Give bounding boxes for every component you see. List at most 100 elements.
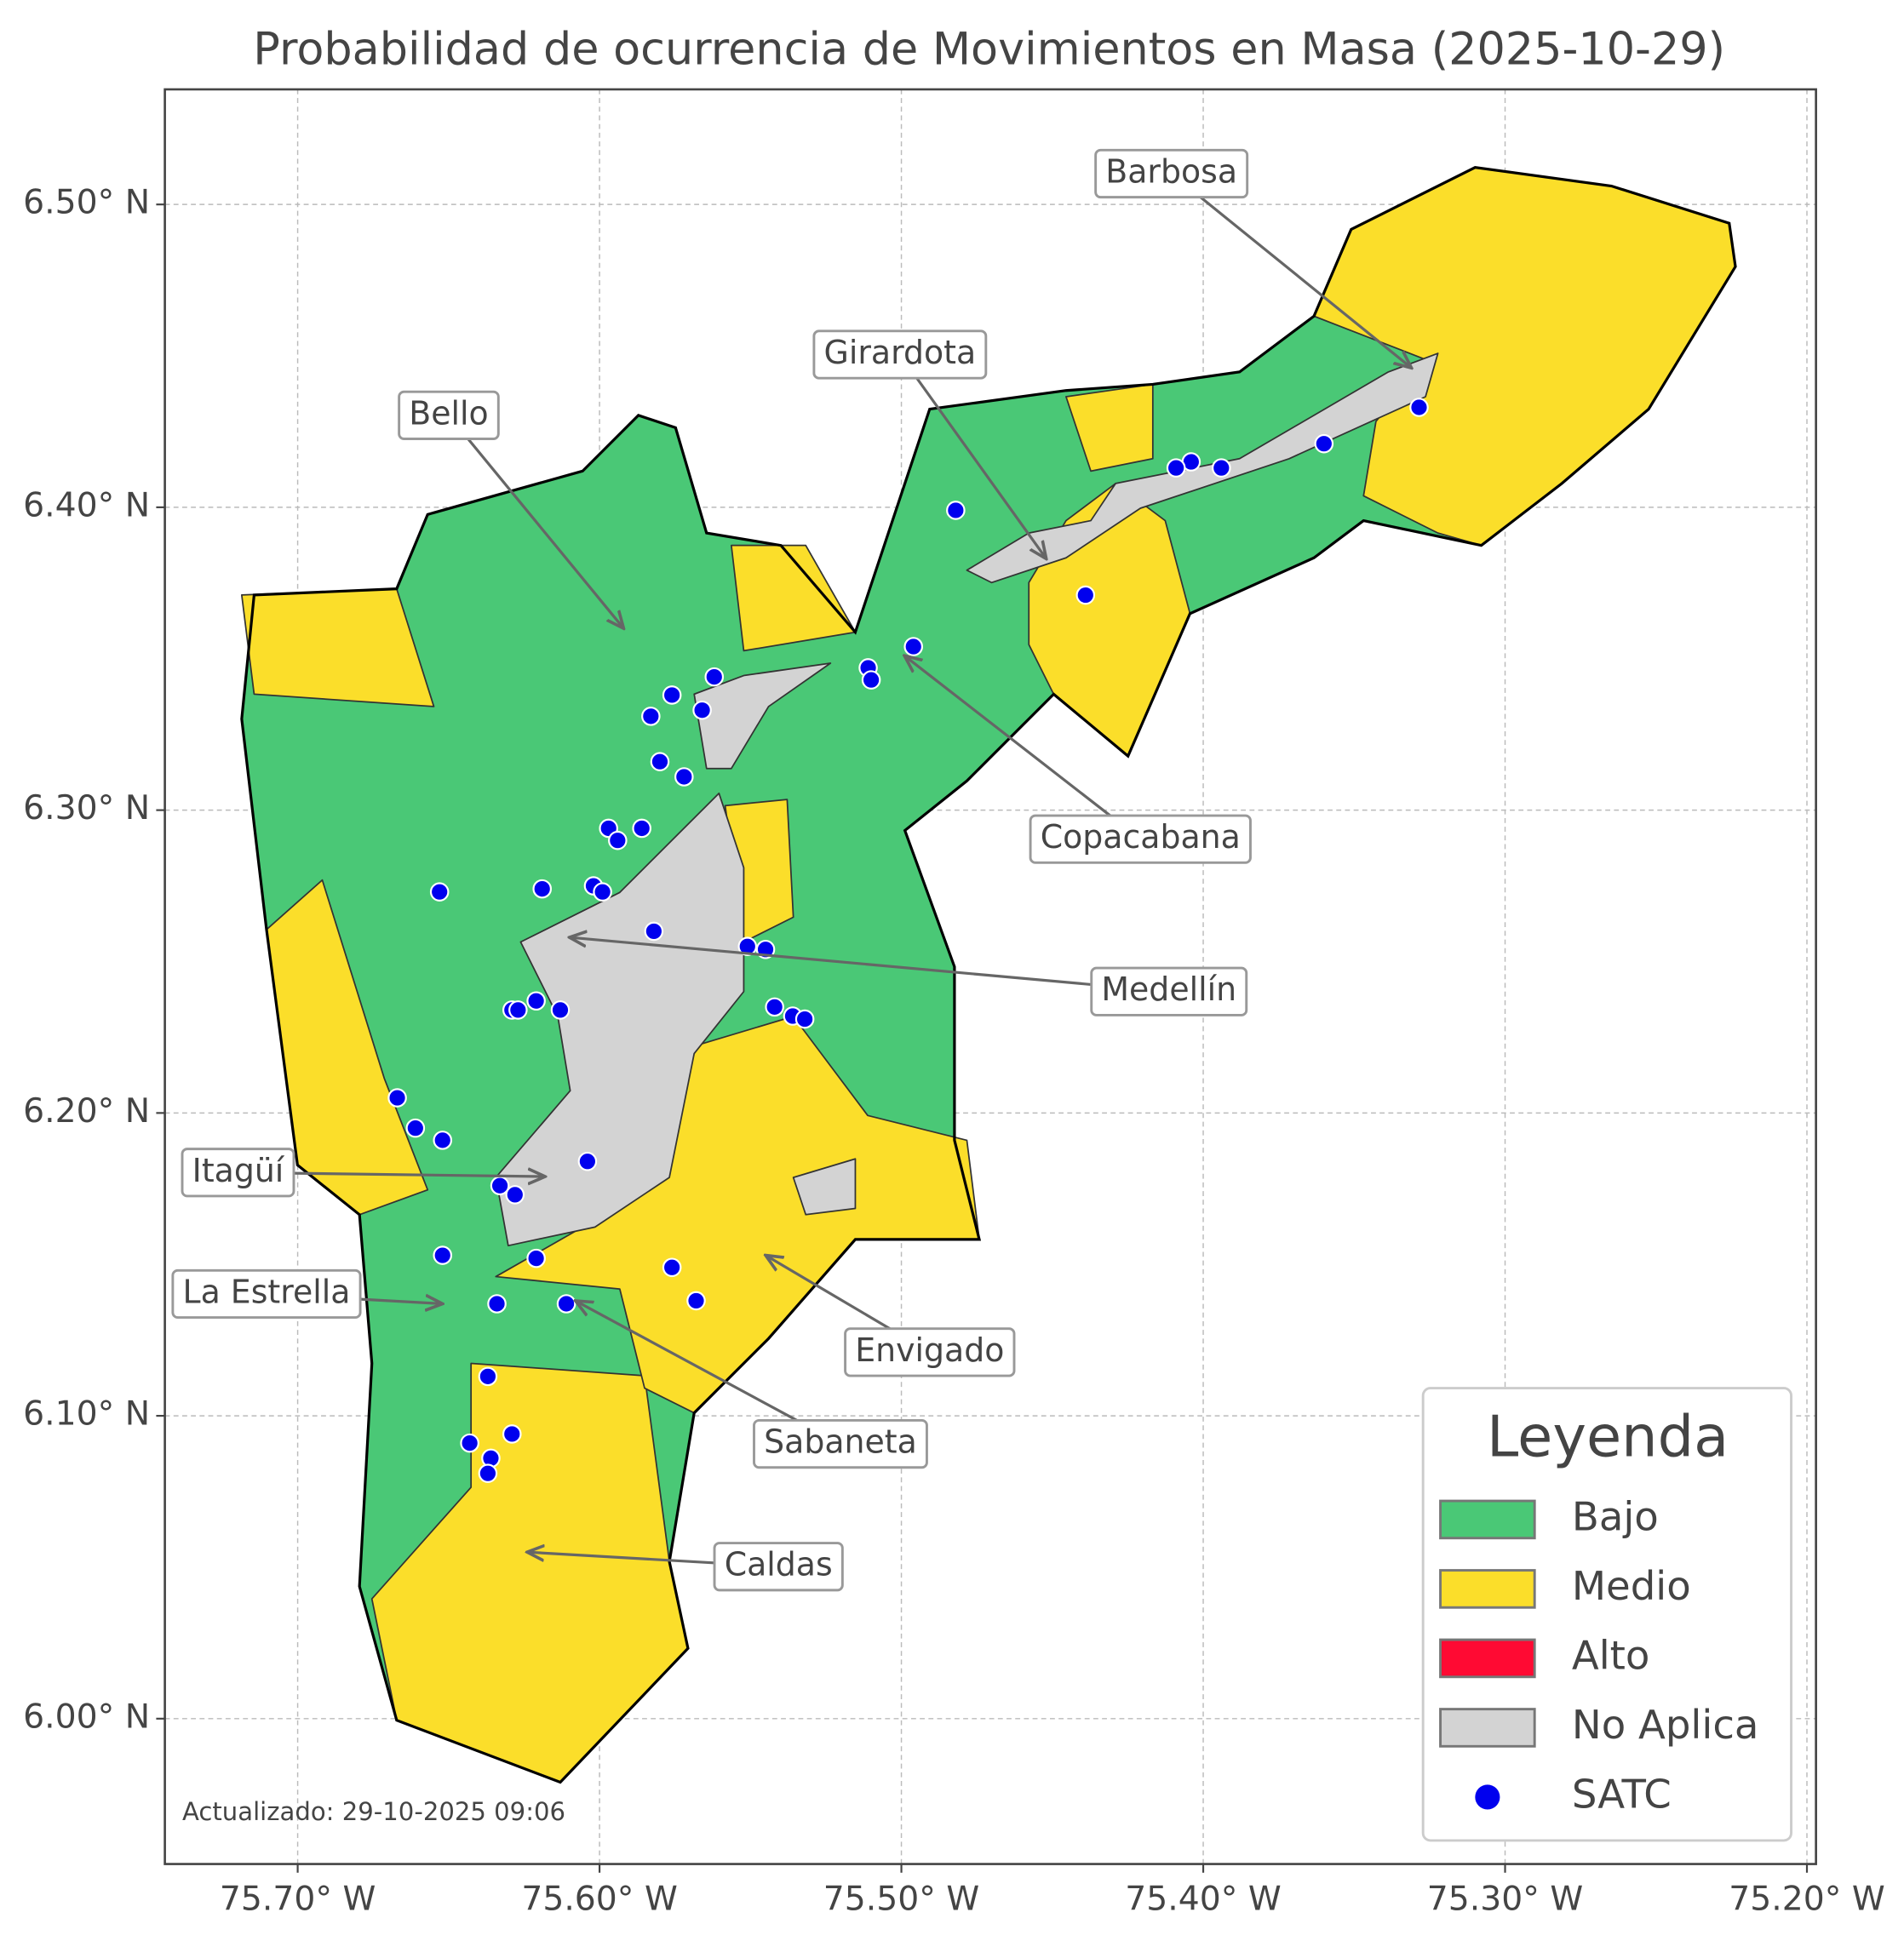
annotation-arrow <box>447 414 623 628</box>
legend-marker <box>1475 1784 1500 1810</box>
map-region <box>693 662 832 770</box>
map-outline <box>240 166 1737 1784</box>
y-tick-label: 6.30° N <box>23 789 150 827</box>
map-region <box>1065 383 1154 472</box>
annotations: Barbosa Girardota Bello Copacabana Medellín I… <box>171 148 1412 1592</box>
satc-point <box>593 882 612 902</box>
satc-point <box>765 997 784 1017</box>
annotation-arrow <box>570 937 1169 993</box>
legend-swatch <box>1439 1499 1536 1540</box>
satc-point <box>550 1000 571 1020</box>
x-tick-label: 75.50° W <box>823 1881 979 1919</box>
legend-label: No Aplica <box>1572 1702 1759 1748</box>
annotation-label: Envigado <box>855 1331 1004 1369</box>
satc-point <box>556 1294 576 1314</box>
annotation-label: Barbosa <box>1105 152 1237 190</box>
satc-point <box>433 1245 453 1265</box>
satc-point <box>662 685 682 705</box>
satc-point <box>487 1294 507 1314</box>
x-tick-label: 75.20° W <box>1729 1881 1885 1919</box>
annotation-label: Caldas <box>725 1546 833 1583</box>
satc-point <box>532 879 552 899</box>
axes: 75.70° W 75.60° W 75.50° W 75.40° W 75.30° W… <box>23 184 1885 1919</box>
satc-point <box>674 767 694 787</box>
y-tick-label: 6.50° N <box>23 184 150 222</box>
annotation-arrow <box>1170 172 1412 368</box>
satc-point <box>861 670 881 690</box>
annotation-arrow <box>904 656 1142 840</box>
satc-point <box>1166 458 1186 478</box>
satc-point <box>433 1131 453 1150</box>
legend-swatch <box>1439 1638 1536 1679</box>
annotation-label: Copacabana <box>1041 818 1241 856</box>
footnote: Actualizado: 29-10-2025 09:06 <box>182 1797 565 1826</box>
annotation-label: Medellín <box>1101 970 1236 1008</box>
satc-point <box>737 936 758 956</box>
satc-point <box>641 707 661 726</box>
satc-point <box>526 1248 546 1268</box>
satc-point <box>794 1009 815 1029</box>
satc-point <box>387 1088 407 1108</box>
satc-point <box>508 1000 528 1020</box>
annotation-label: La Estrella <box>183 1273 351 1310</box>
satc-point <box>650 752 670 771</box>
annotation-label: Itagüí <box>192 1152 285 1189</box>
annotation-label: Girardota <box>824 334 977 371</box>
map-region <box>966 352 1439 584</box>
chart-title: Probabilidad de ocurrencia de Movimiento… <box>253 23 1725 75</box>
satc-point <box>608 830 628 850</box>
annotation-label: Bello <box>409 394 488 432</box>
annotation-box <box>181 1148 295 1198</box>
legend-label: Alto <box>1572 1632 1650 1678</box>
legend-label: Medio <box>1572 1563 1691 1609</box>
annotation-box <box>398 390 500 440</box>
annotation-label: Sabaneta <box>764 1423 917 1461</box>
x-tick-label: 75.70° W <box>220 1881 376 1919</box>
satc-point <box>632 818 651 839</box>
annotation-box <box>1029 814 1252 864</box>
satc-point <box>692 700 712 720</box>
satc-point <box>478 1366 498 1387</box>
satc-point <box>577 1151 598 1171</box>
legend: Leyenda Bajo Medio Alto No Aplica SATC <box>1421 1387 1792 1842</box>
annotation-box <box>713 1542 844 1592</box>
satc-point <box>644 921 664 942</box>
satc-point <box>505 1185 525 1205</box>
satc-point <box>460 1433 479 1453</box>
satc-point <box>526 991 546 1011</box>
satc-point <box>1212 458 1231 478</box>
satc-point <box>662 1257 682 1278</box>
annotation-box <box>753 1418 928 1469</box>
satc-point <box>686 1291 706 1311</box>
satc-point <box>946 501 966 520</box>
y-tick-label: 6.20° N <box>23 1092 150 1131</box>
satc-point <box>405 1118 426 1138</box>
legend-label: SATC <box>1572 1771 1672 1817</box>
annotation-box <box>844 1327 1016 1377</box>
satc-points <box>387 398 1429 1483</box>
satc-point <box>429 882 450 902</box>
plot-frame <box>163 88 1817 1865</box>
y-tick-label: 6.00° N <box>23 1698 150 1736</box>
satc-point <box>478 1463 498 1483</box>
annotation-box <box>812 329 988 380</box>
satc-point <box>704 667 725 687</box>
annotation-arrow <box>898 353 1047 559</box>
y-tick-label: 6.40° N <box>23 486 150 524</box>
y-tick-label: 6.10° N <box>23 1395 150 1434</box>
satc-point <box>1314 433 1334 454</box>
legend-title: Leyenda <box>1487 1403 1729 1469</box>
x-tick-label: 75.60° W <box>521 1881 678 1919</box>
annotation-box <box>1090 966 1248 1016</box>
x-tick-label: 75.40° W <box>1125 1881 1281 1919</box>
legend-swatch <box>1439 1708 1536 1748</box>
annotation-box <box>1094 148 1249 199</box>
x-tick-label: 75.30° W <box>1427 1881 1584 1919</box>
satc-point <box>1409 398 1429 417</box>
annotation-box <box>171 1268 362 1320</box>
satc-point <box>502 1424 522 1444</box>
satc-point <box>903 637 924 656</box>
satc-point <box>1075 585 1096 605</box>
